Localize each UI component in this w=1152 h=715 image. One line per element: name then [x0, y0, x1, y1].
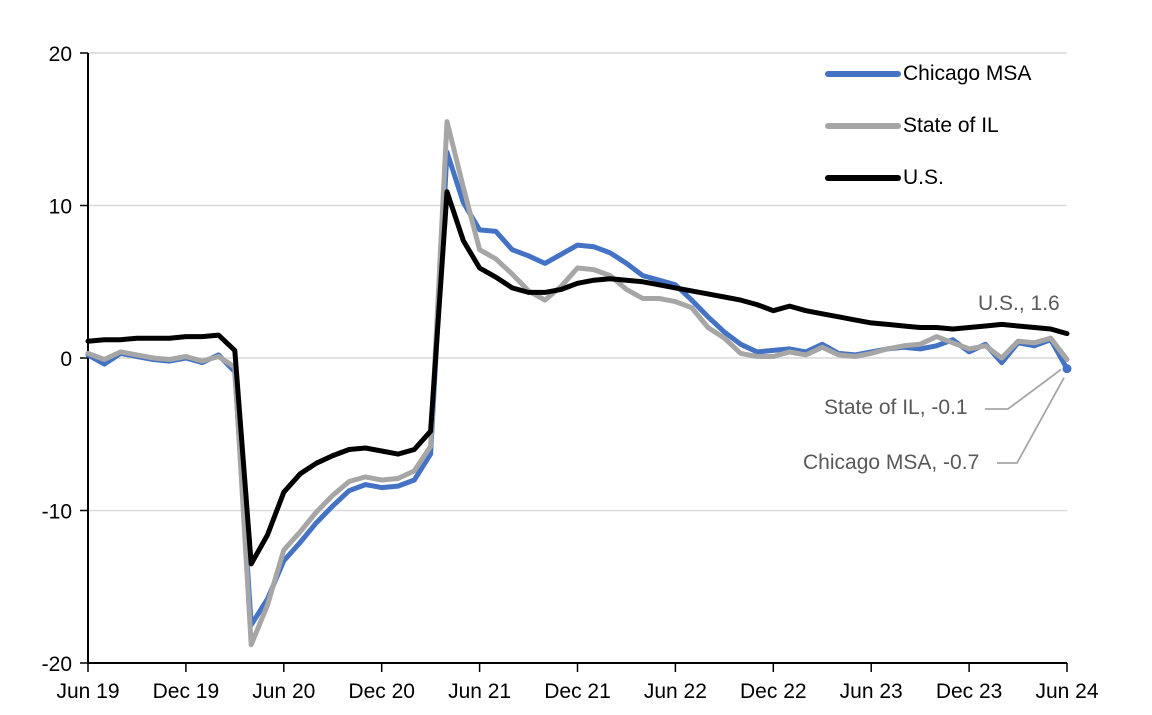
legend-swatch-chicago-msa	[825, 71, 901, 77]
legend-item-state-of-il: State of IL	[825, 100, 1031, 152]
x-tick-label: Dec 23	[936, 680, 1003, 703]
x-tick-label: Jun 21	[448, 680, 511, 703]
x-tick-label: Dec 19	[153, 680, 220, 703]
leader-line-state-of-il	[985, 368, 1062, 410]
legend-label: State of IL	[903, 114, 999, 137]
x-tick-label: Jun 22	[644, 680, 707, 703]
y-tick-label: -20	[42, 653, 72, 676]
x-tick-label: Dec 22	[740, 680, 807, 703]
legend-label: Chicago MSA	[903, 62, 1032, 85]
data-label-state-of-il: State of IL, -0.1	[824, 396, 968, 419]
x-tick-label: Jun 23	[840, 680, 903, 703]
y-tick-label: 10	[49, 196, 72, 219]
data-label-chicago-msa: Chicago MSA, -0.7	[803, 451, 980, 474]
legend-swatch-us	[825, 175, 901, 181]
series-line-u-s	[85, 189, 1070, 567]
x-tick-label: Jun 19	[56, 680, 119, 703]
x-tick-label: Dec 20	[348, 680, 415, 703]
leader-line-chicago-msa	[997, 377, 1065, 464]
legend-swatch-state-of-il	[825, 123, 901, 129]
chicago-msa-end-marker	[1062, 364, 1072, 374]
x-tick-label: Jun 20	[252, 680, 315, 703]
x-tick-label: Jun 24	[1035, 680, 1098, 703]
legend-item-chicago-msa: Chicago MSA	[825, 48, 1031, 100]
series-line-state-of-il	[85, 119, 1070, 648]
y-tick-label: 20	[49, 43, 72, 66]
legend-label: U.S.	[903, 166, 944, 189]
data-label-us: U.S., 1.6	[978, 292, 1060, 315]
legend: Chicago MSA State of IL U.S.	[825, 48, 1031, 204]
y-tick-label: -10	[42, 501, 72, 524]
legend-item-us: U.S.	[825, 152, 1031, 204]
x-tick-label: Dec 21	[544, 680, 611, 703]
y-tick-label: 0	[60, 348, 72, 371]
